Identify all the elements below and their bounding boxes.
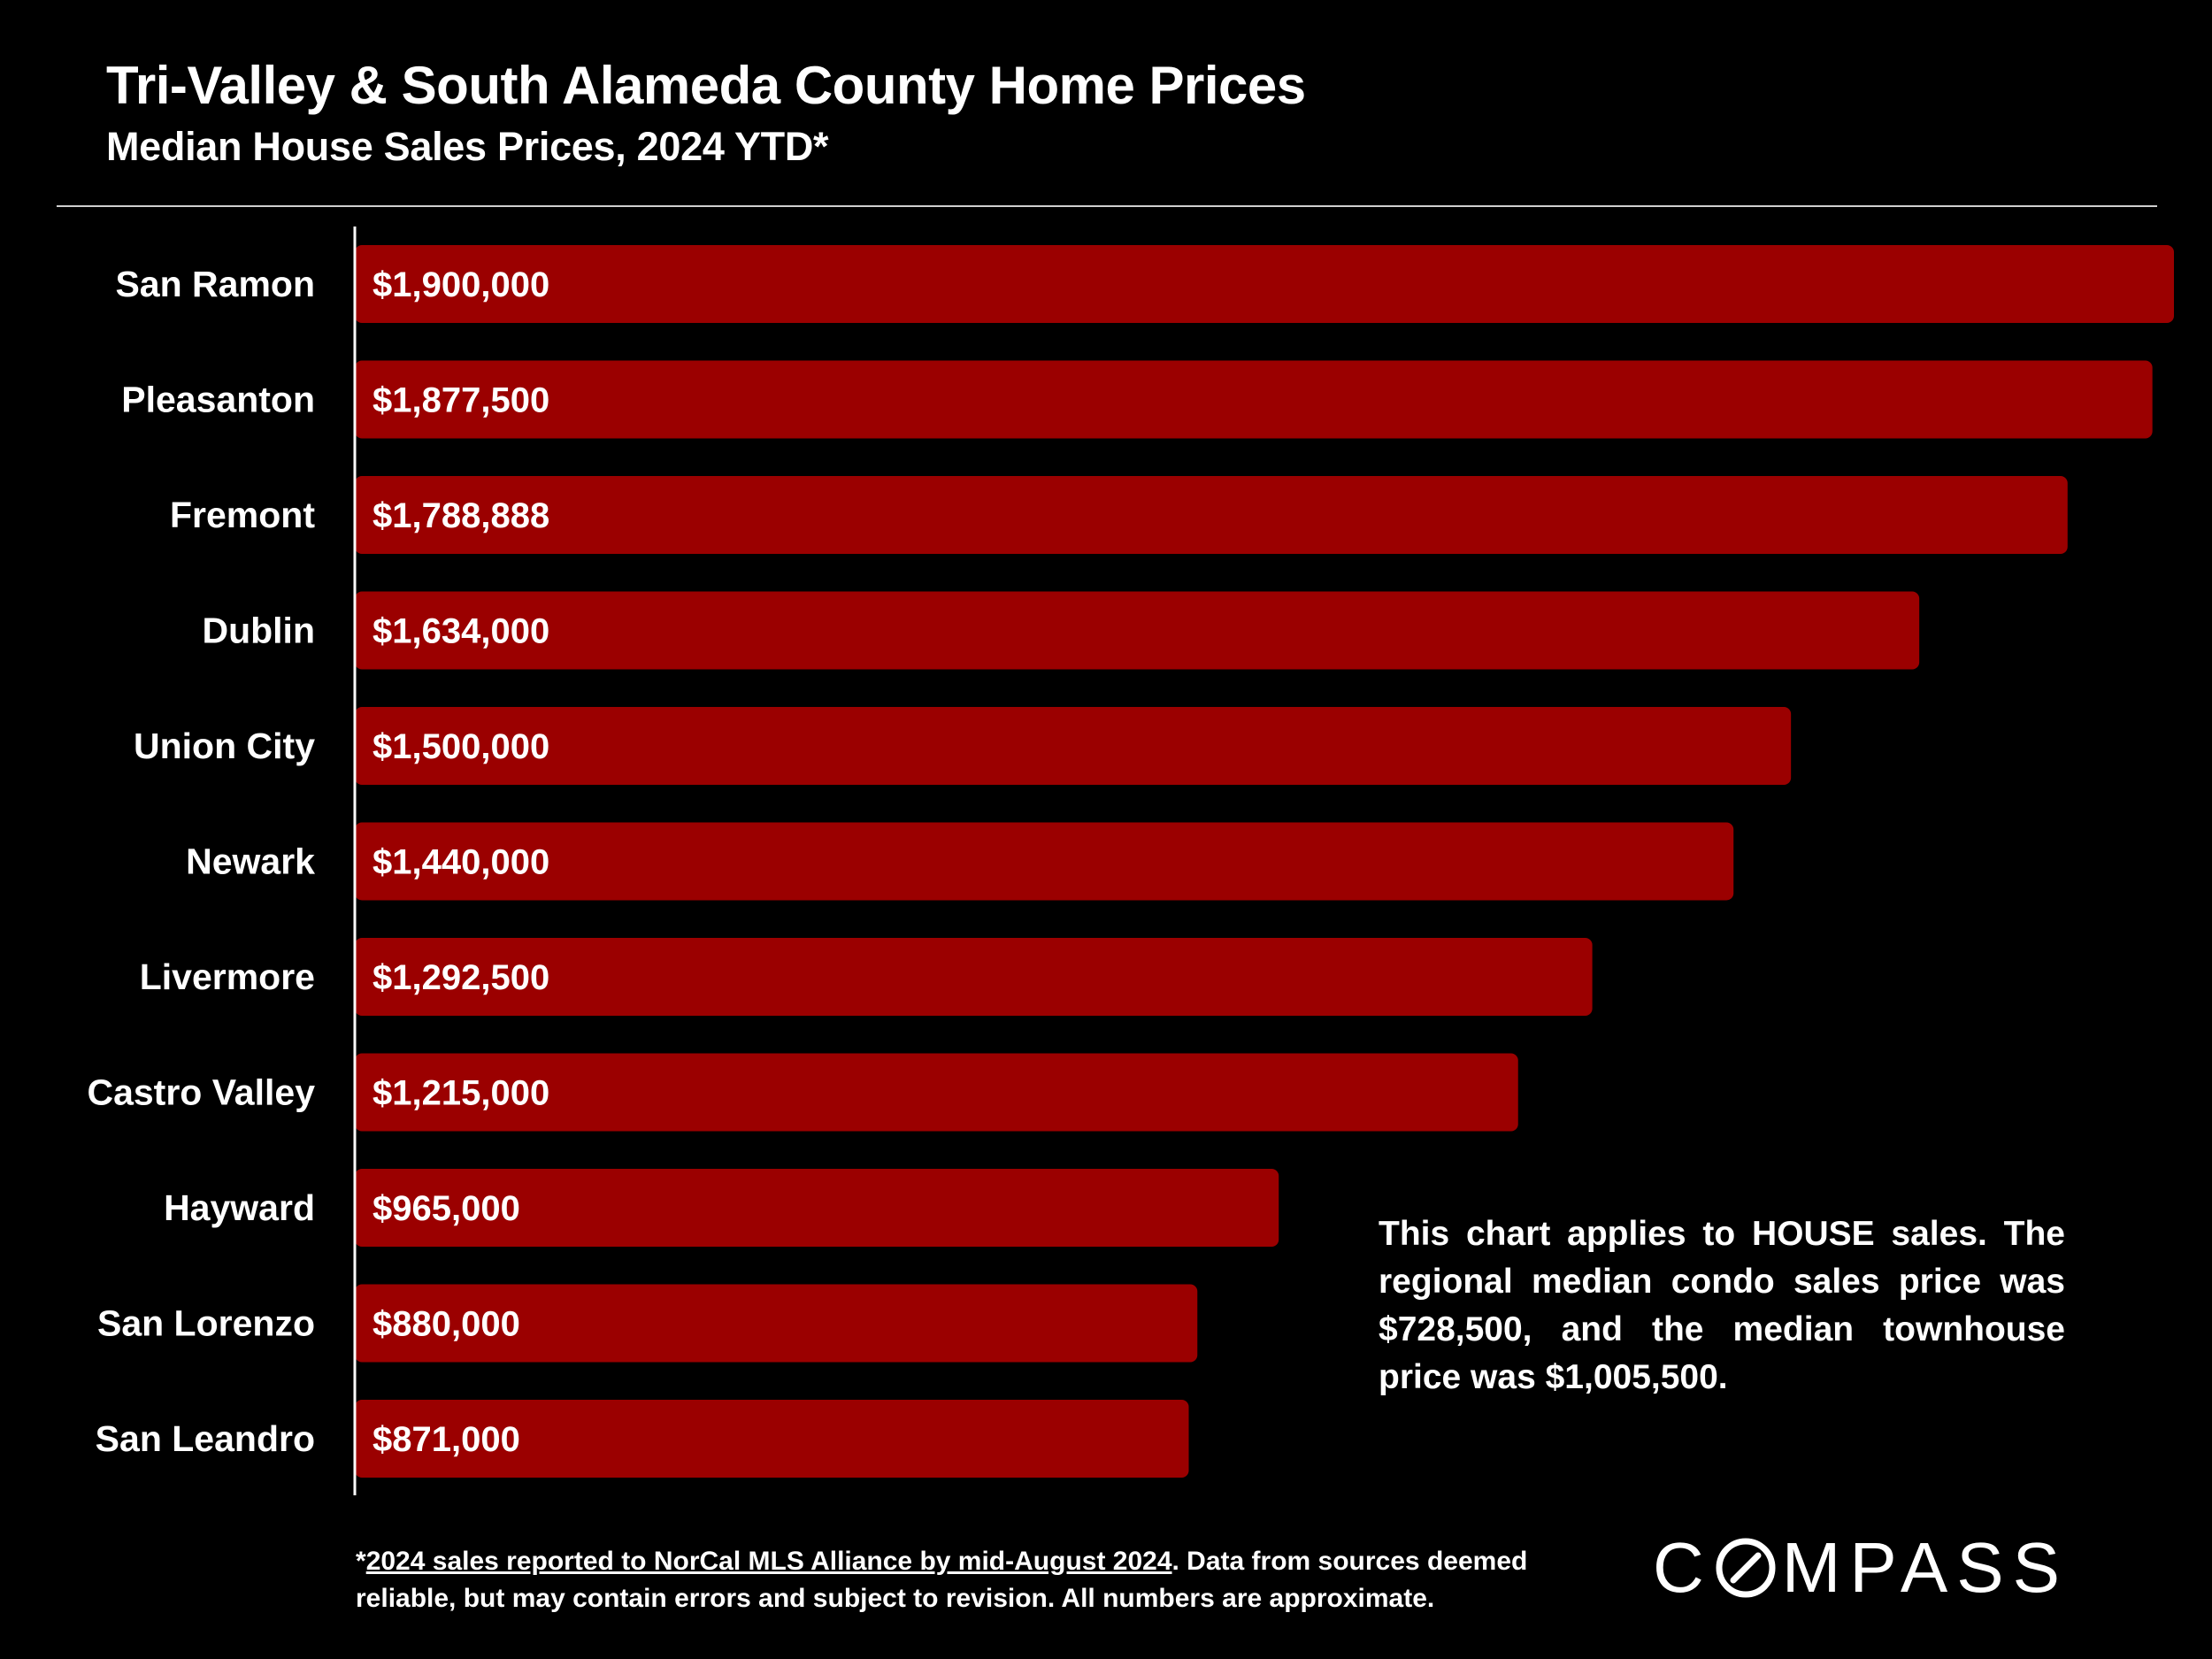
data-label-7: $1,215,000 xyxy=(373,1074,549,1113)
category-label-2: Fremont xyxy=(170,495,315,535)
compass-logo: C MPASS xyxy=(1653,1528,2069,1607)
footnote-asterisk: * xyxy=(356,1547,366,1576)
bar-9 xyxy=(355,1284,1198,1363)
category-label-0: San Ramon xyxy=(115,264,315,304)
bar-6 xyxy=(355,938,1593,1016)
data-label-10: $871,000 xyxy=(373,1420,520,1459)
bar-4 xyxy=(355,707,1792,785)
header-divider xyxy=(57,205,2157,207)
category-label-4: Union City xyxy=(134,726,315,766)
data-label-8: $965,000 xyxy=(373,1189,520,1228)
data-label-0: $1,900,000 xyxy=(373,265,549,304)
category-label-5: Newark xyxy=(186,841,315,882)
chart-title: Tri-Valley & South Alameda County Home P… xyxy=(106,56,1306,115)
data-label-2: $1,788,888 xyxy=(373,496,549,535)
category-label-1: Pleasanton xyxy=(121,380,315,420)
data-label-1: $1,877,500 xyxy=(373,381,549,420)
data-label-3: $1,634,000 xyxy=(373,612,549,651)
footnote: *2024 sales reported to NorCal MLS Allia… xyxy=(356,1543,1594,1617)
bar-0 xyxy=(355,245,2174,323)
category-label-10: San Leandro xyxy=(96,1418,315,1459)
data-label-6: $1,292,500 xyxy=(373,958,549,997)
bar-2 xyxy=(355,476,2068,554)
bar-8 xyxy=(355,1169,1279,1247)
bar-3 xyxy=(355,591,1920,670)
data-label-9: $880,000 xyxy=(373,1305,520,1344)
bar-1 xyxy=(355,360,2153,439)
category-label-7: Castro Valley xyxy=(87,1072,315,1113)
data-label-5: $1,440,000 xyxy=(373,843,549,882)
logo-text-right: MPASS xyxy=(1781,1528,2069,1607)
chart-note: This chart applies to HOUSE sales. The r… xyxy=(1379,1215,2065,1396)
footnote-source: 2024 sales reported to NorCal MLS Allian… xyxy=(365,1547,1172,1576)
footnote-disclaimer: . Data from sources deemed reliable, but… xyxy=(356,1547,1528,1613)
logo-text-left: C xyxy=(1653,1528,1713,1607)
data-label-4: $1,500,000 xyxy=(373,727,549,766)
bar-chart: $1,900,000 San Ramon $1,877,500 Pleasanton $… xyxy=(87,227,2174,1495)
bar-10 xyxy=(355,1400,1189,1478)
category-label-6: Livermore xyxy=(140,956,315,997)
category-label-3: Dublin xyxy=(202,611,315,651)
compass-o-icon xyxy=(1716,1538,1776,1598)
chart-subtitle: Median House Sales Prices, 2024 YTD* xyxy=(106,124,829,169)
category-label-9: San Lorenzo xyxy=(97,1303,315,1344)
bar-5 xyxy=(355,822,1734,901)
category-label-8: Hayward xyxy=(164,1187,315,1228)
bar-7 xyxy=(355,1053,1518,1132)
